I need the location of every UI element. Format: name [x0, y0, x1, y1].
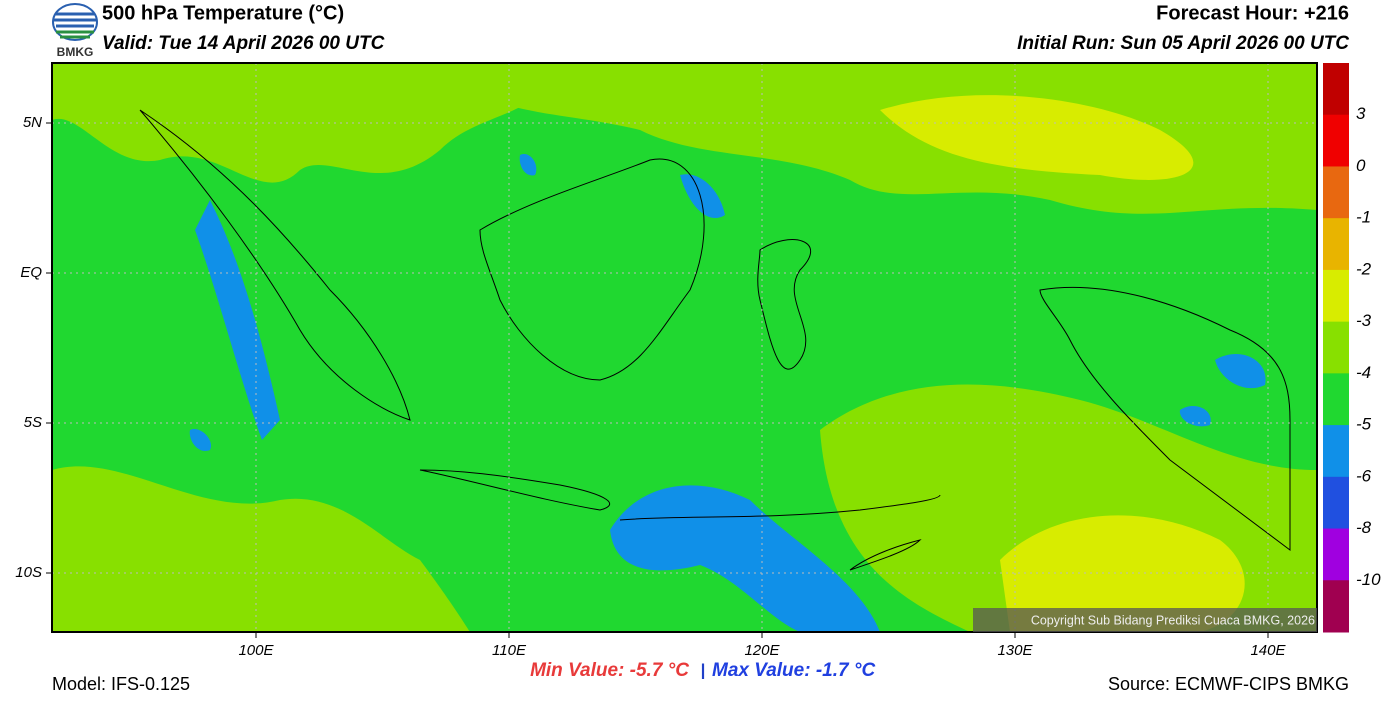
- copyright-box: [973, 608, 1317, 632]
- lon-label: 100E: [238, 642, 274, 659]
- colorbar-label: -4: [1356, 363, 1371, 382]
- colorbar-label: -2: [1356, 259, 1372, 278]
- colorbar: 3 0 -1 -2 -3 -4 -5 -6 -8 -10: [1323, 63, 1381, 633]
- colorbar-segment: [1323, 580, 1349, 633]
- colorbar-segment: [1323, 476, 1349, 530]
- max-value: Max Value: -1.7 °C: [712, 660, 875, 681]
- colorbar-label: -5: [1356, 415, 1372, 434]
- colorbar-segment: [1323, 425, 1349, 478]
- logo-text: BMKG: [57, 45, 94, 59]
- colorbar-label: -3: [1356, 311, 1372, 330]
- colorbar-segment: [1323, 373, 1349, 426]
- lat-label: EQ: [20, 264, 42, 281]
- colorbar-segment: [1323, 114, 1349, 167]
- colorbar-segment: [1323, 528, 1349, 581]
- separator: |: [701, 660, 706, 679]
- colorbar-segment: [1323, 269, 1349, 323]
- initial-run: Initial Run: Sun 05 April 2026 00 UTC: [1017, 33, 1349, 54]
- colorbar-segment: [1323, 321, 1349, 374]
- colorbar-label: -6: [1356, 466, 1372, 485]
- colorbar-segment: [1323, 63, 1349, 116]
- lon-label: 110E: [492, 642, 527, 659]
- colorbar-segment: [1323, 166, 1349, 219]
- lon-label: 120E: [744, 642, 780, 659]
- min-value: Min Value: -5.7 °C: [530, 660, 689, 681]
- colorbar-label: 0: [1356, 156, 1366, 175]
- lat-label: 5S: [24, 414, 42, 431]
- title: 500 hPa Temperature (°C): [102, 2, 344, 24]
- model: Model: IFS-0.125: [52, 674, 190, 694]
- colorbar-label: -10: [1356, 570, 1381, 589]
- colorbar-segment: [1323, 218, 1349, 271]
- colorbar-label: -8: [1356, 518, 1372, 537]
- lon-label: 130E: [997, 642, 1033, 659]
- map-frame: [51, 62, 1318, 633]
- valid-time: Valid: Tue 14 April 2026 00 UTC: [102, 33, 385, 54]
- copyright: Copyright Sub Bidang Prediksi Cuaca BMKG…: [1031, 613, 1315, 627]
- lat-label: 10S: [15, 564, 42, 581]
- temperature-field: [52, 63, 1317, 632]
- colorbar-label: -1: [1356, 208, 1371, 227]
- forecast-hour: Forecast Hour: +216: [1156, 2, 1349, 24]
- graticule: 5N EQ 5S 10S 100E 110E 120E 130E 140E: [15, 63, 1317, 659]
- lon-label: 140E: [1250, 642, 1286, 659]
- lat-label: 5N: [23, 114, 42, 131]
- logo: BMKG: [52, 3, 98, 59]
- colorbar-label: 3: [1356, 104, 1366, 123]
- coastlines: [139, 109, 1291, 571]
- source: Source: ECMWF-CIPS BMKG: [1108, 674, 1349, 694]
